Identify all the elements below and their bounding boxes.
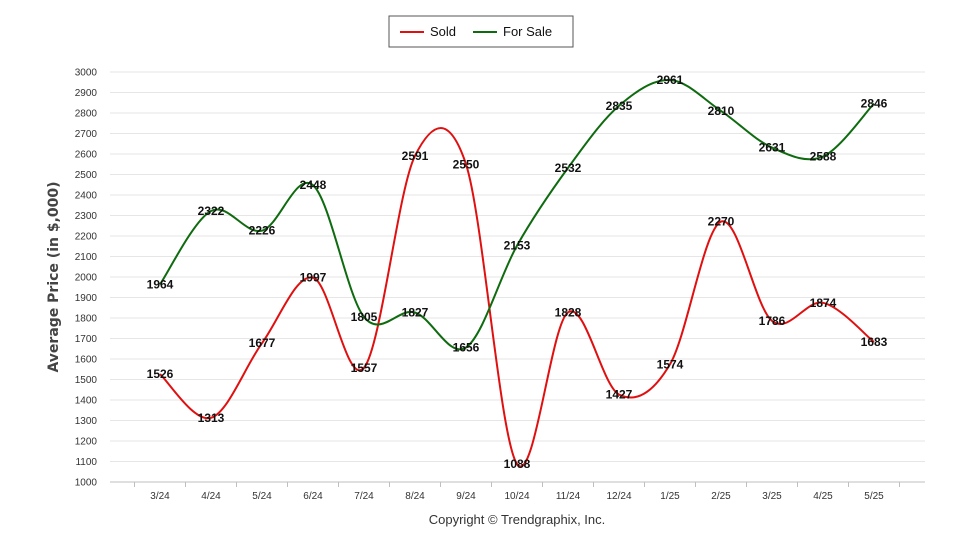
x-tick-label: 3/25 [762,491,782,502]
y-tick-label: 1400 [75,396,98,407]
y-tick-label: 2700 [75,129,98,140]
data-label: 1827 [402,305,429,319]
y-tick-label: 1000 [75,478,98,489]
data-label: 2226 [249,224,276,238]
data-label: 2810 [708,104,735,118]
legend-for-sale-label: For Sale [503,24,552,39]
data-label: 1964 [147,277,174,291]
x-tick-label: 5/24 [252,491,272,502]
grid-layer [110,71,925,462]
y-tick-label: 2800 [75,109,98,120]
x-tick-label: 5/25 [864,491,884,502]
x-tick-label: 3/24 [150,491,170,502]
data-label: 1786 [759,314,786,328]
x-tick-label: 1/25 [660,491,680,502]
data-label: 1526 [147,367,174,381]
y-tick-label: 2900 [75,88,98,99]
data-label: 2846 [861,97,888,111]
x-tick-label: 12/24 [606,491,631,502]
legend-sold-label: Sold [430,24,456,39]
data-label: 1874 [810,296,837,310]
series-line-for-sale [159,78,875,351]
data-label: 1574 [657,357,684,371]
data-label: 1683 [861,335,888,349]
data-label: 1656 [453,341,480,355]
y-tick-label: 1100 [75,457,97,468]
y-tick-label: 2500 [75,170,98,181]
y-tick-label: 1300 [75,416,98,427]
y-tick-label: 2000 [75,273,98,284]
x-tick-label: 11/24 [556,491,581,502]
y-tick-label: 2600 [75,150,98,161]
data-label: 2270 [708,215,735,229]
series-layer [159,78,875,468]
x-tick-label: 6/24 [303,491,323,502]
x-tick-label: 7/24 [354,491,374,502]
data-label: 2631 [759,141,786,155]
x-tick-label: 10/24 [504,491,529,502]
x-tick-label: 8/24 [405,491,425,502]
y-tick-label: 1600 [75,355,98,366]
y-tick-label: 2200 [75,232,98,243]
legend: Sold For Sale [388,15,574,48]
x-tick-label: 9/24 [456,491,476,502]
data-label: 1805 [351,310,378,324]
data-label: 1828 [555,305,582,319]
data-label: 2153 [504,239,531,253]
y-tick-label: 2300 [75,211,98,222]
x-tick-label: 2/25 [711,491,731,502]
data-label: 1313 [198,411,225,425]
data-label: 2591 [402,149,429,163]
data-label: 1677 [249,336,276,350]
copyright-text: Copyright © Trendgraphix, Inc. [429,512,606,527]
data-label: 2588 [810,149,837,163]
y-tick-label: 1200 [75,437,98,448]
series-line-sold [159,127,875,468]
y-tick-label: 1800 [75,314,98,325]
y-axis-label: Average Price (in $,000) [46,181,62,372]
data-label: 1557 [351,361,378,375]
data-label: 2532 [555,161,582,175]
y-tick-label: 2100 [75,252,98,263]
label-layer: 1526 1313 1677 1997 1557 2591 2550 1088 1828 1427… [147,73,888,471]
data-label: 2835 [606,99,633,113]
data-label: 1088 [504,457,531,471]
y-tick-label: 3000 [75,68,98,79]
data-label: 1997 [300,271,327,285]
data-label: 2448 [300,178,327,192]
x-tick-label: 4/25 [813,491,833,502]
y-tick-label: 1500 [75,375,98,386]
axis-layer: 1000 1100 1200 1300 1400 1500 1600 1700 1800 1900… [75,68,925,502]
data-label: 2961 [657,73,684,87]
data-label: 1427 [606,387,633,401]
data-label: 2322 [198,204,225,218]
x-tick-label: 4/24 [201,491,221,502]
y-tick-label: 1700 [75,334,98,345]
y-tick-label: 1900 [75,293,98,304]
data-label: 2550 [453,157,480,171]
y-tick-label: 2400 [75,191,98,202]
